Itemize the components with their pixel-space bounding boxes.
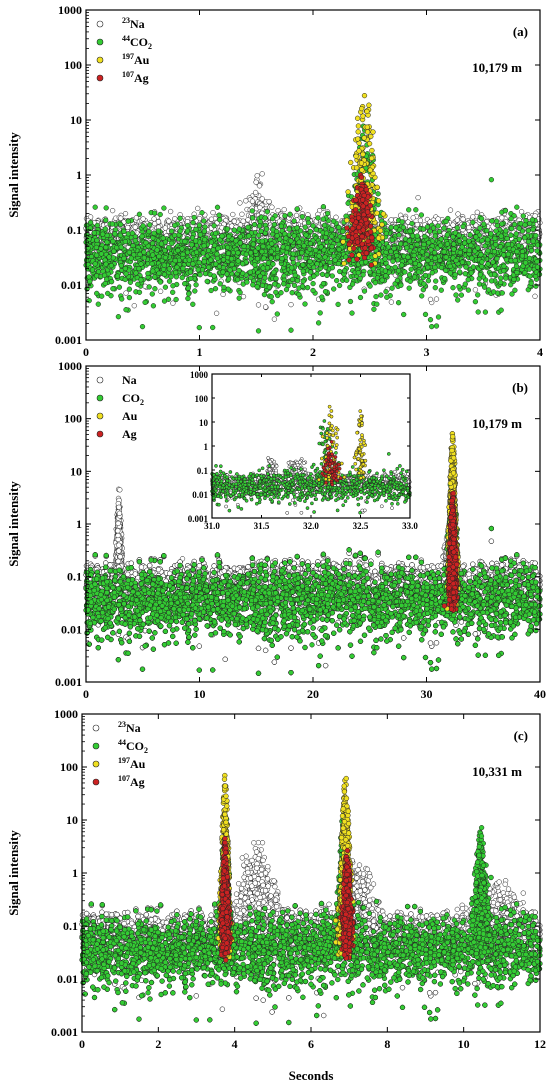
data-point [270,205,275,210]
data-point [118,216,123,221]
data-point [230,212,235,217]
data-point [473,287,478,292]
data-point [467,225,472,230]
data-point [499,215,504,220]
data-point [451,223,456,228]
data-point [133,225,138,230]
data-point [168,209,173,214]
data-point [158,289,163,294]
data-point [240,212,245,217]
data-point [195,206,200,211]
data-point [434,297,439,302]
data-point [389,300,394,305]
data-point [232,219,237,224]
data-point [415,222,420,227]
data-point [389,217,394,222]
data-point [211,210,216,215]
data-point [256,303,261,308]
data-point [418,218,423,223]
data-point [141,217,146,222]
data-point [238,201,243,206]
data-point [416,195,421,200]
data-point [125,225,130,230]
data-point [475,210,480,215]
data-point [272,317,277,322]
data-point [152,217,157,222]
data-point [132,303,137,308]
data-point [110,208,115,213]
data-point [263,305,268,310]
data-point [209,217,214,222]
data-point [123,211,128,216]
data-point [255,173,260,178]
data-point [156,219,161,224]
data-point [448,208,453,213]
data-point [470,215,475,220]
data-point [461,217,466,222]
data-point [456,212,461,217]
data-point [241,219,246,224]
data-point [411,215,416,220]
data-point [289,302,294,307]
data-point [428,297,433,302]
data-point [124,291,129,296]
data-point [260,171,265,176]
data-point [214,311,219,316]
data-point [533,294,538,299]
data-point [172,216,177,221]
